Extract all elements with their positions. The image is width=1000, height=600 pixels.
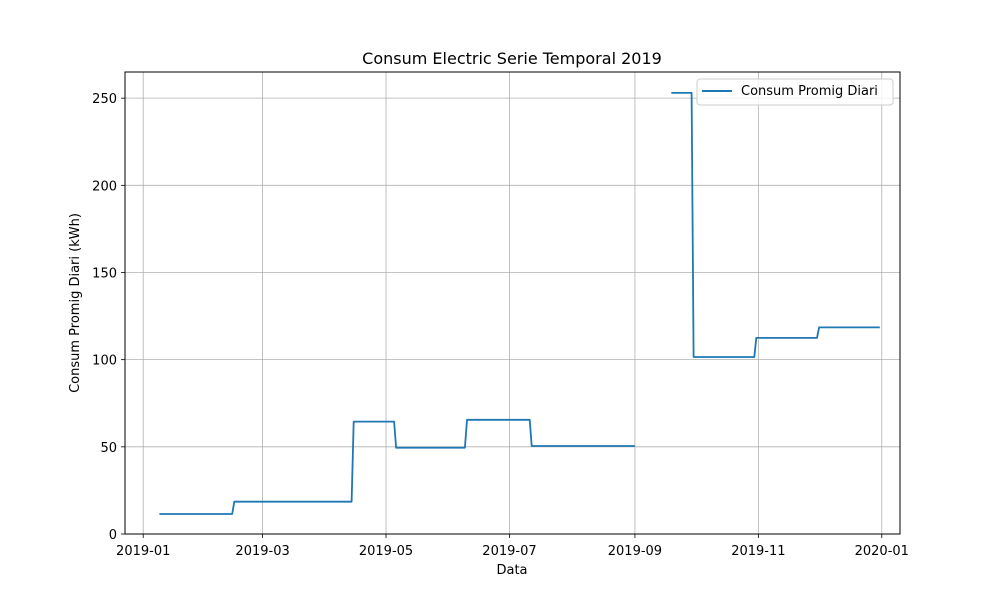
x-tick-label: 2020-01: [855, 544, 909, 559]
y-axis-label: Consum Promig Diari (kWh): [68, 213, 83, 393]
y-axis: 0 50 100 150 200 250: [92, 92, 125, 543]
legend-label: Consum Promig Diari: [741, 84, 878, 99]
x-tick-label: 2019-01: [116, 544, 170, 559]
y-tick-label: 250: [92, 92, 117, 107]
x-tick-label: 2019-03: [235, 544, 289, 559]
y-tick-label: 0: [109, 528, 117, 543]
x-axis: 2019-01 2019-03 2019-05 2019-07 2019-09 2019-…: [116, 534, 909, 559]
chart-title: Consum Electric Serie Temporal 2019: [362, 49, 662, 68]
x-tick-label: 2019-09: [608, 544, 662, 559]
y-tick-label: 100: [92, 354, 117, 369]
plot-frame: [124, 71, 901, 535]
x-tick-label: 2019-07: [482, 544, 536, 559]
series-line: [159, 92, 880, 515]
x-tick-label: 2019-05: [359, 544, 413, 559]
series-layer: [159, 92, 880, 515]
legend-box: [696, 78, 894, 106]
legend: Consum Promig Diari: [696, 78, 894, 106]
y-tick-label: 200: [92, 179, 117, 194]
y-tick-label: 50: [100, 441, 117, 456]
x-axis-label: Data: [496, 563, 527, 578]
x-tick-label: 2019-11: [731, 544, 785, 559]
y-tick-label: 150: [92, 266, 117, 281]
